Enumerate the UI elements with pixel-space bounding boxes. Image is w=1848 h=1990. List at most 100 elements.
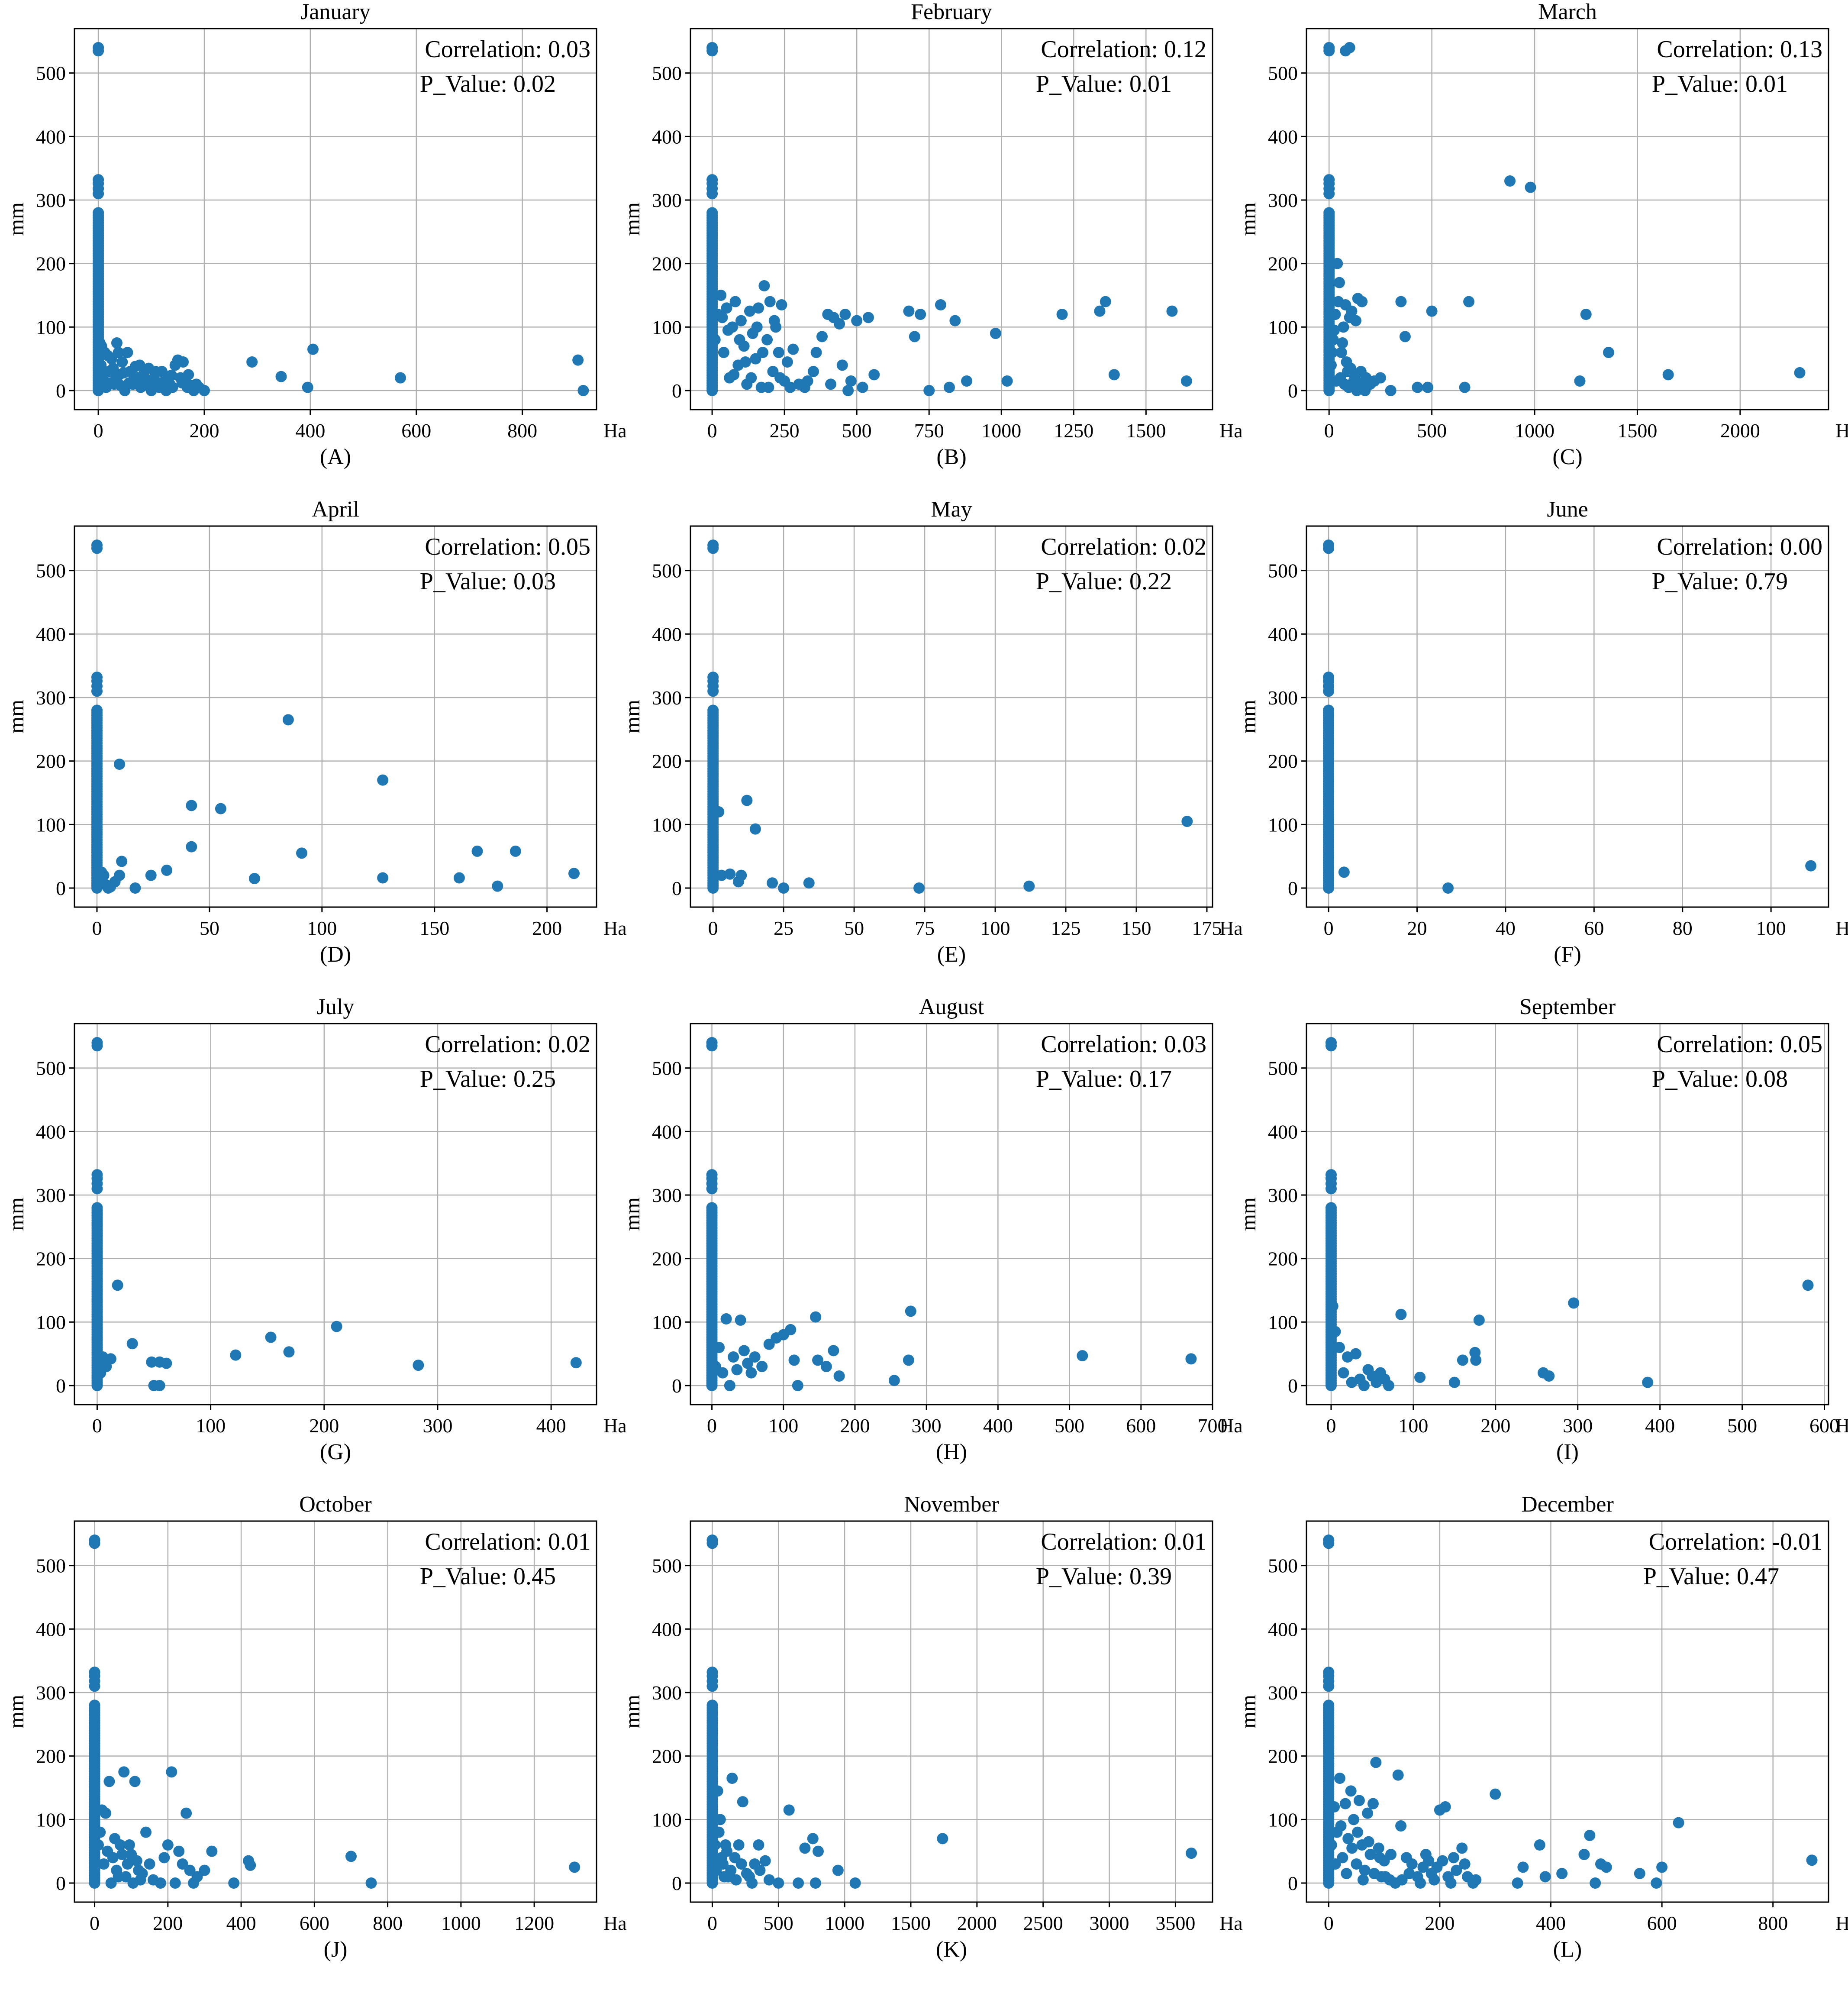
data-point (776, 299, 787, 310)
chart-title: August (919, 995, 984, 1019)
y-tick-label: 500 (1268, 1555, 1298, 1577)
data-points (91, 539, 580, 894)
correlation-value: Correlation: 0.03 (1041, 1031, 1206, 1058)
data-point (1100, 296, 1111, 307)
data-point (118, 367, 129, 378)
y-tick-label: 300 (652, 687, 682, 709)
data-points (93, 42, 589, 396)
data-point (1517, 1861, 1529, 1873)
data-point (177, 1858, 188, 1870)
data-point (331, 1321, 342, 1332)
data-point (787, 343, 799, 355)
data-point (569, 1861, 581, 1873)
y-tick-label: 400 (1268, 623, 1298, 645)
x-tick-label: 500 (842, 420, 872, 442)
x-axis: 0 250 500 750 1000 1250 1500 Ha (707, 410, 1243, 442)
data-points (706, 1534, 1197, 1889)
p-value: P_Value: 0.22 (1036, 568, 1172, 595)
y-tick-label: 200 (652, 1248, 682, 1270)
stats-annotation: Correlation: 0.02 P_Value: 0.22 (1036, 533, 1206, 595)
data-point (709, 334, 721, 346)
x-tick-label: 80 (1673, 917, 1693, 939)
data-point (1344, 42, 1355, 53)
scatter-chart: September 0 100 200 300 400 500 600Ha 0 100 200 300… (1236, 995, 1848, 1464)
data-point (913, 882, 925, 894)
x-axis-label: Ha (603, 420, 627, 442)
data-point (102, 350, 114, 362)
x-axis-label: Ha (1219, 420, 1243, 442)
data-point (834, 318, 845, 330)
x-axis-label: Ha (1835, 917, 1848, 939)
p-value: P_Value: 0.01 (1652, 71, 1788, 97)
y-tick-label: 500 (652, 560, 682, 582)
y-tick-label: 0 (1288, 1375, 1298, 1397)
y-tick-label: 400 (1268, 1121, 1298, 1143)
data-point (183, 369, 194, 381)
data-point (1794, 367, 1806, 378)
data-point (862, 312, 874, 323)
y-tick-label: 400 (36, 1121, 66, 1143)
data-point (1166, 305, 1178, 317)
data-point (1323, 539, 1335, 551)
data-point (707, 704, 719, 716)
x-tick-label: 500 (1055, 1415, 1084, 1437)
chart-title: May (931, 497, 972, 522)
stats-annotation: Correlation: 0.05 P_Value: 0.03 (420, 533, 590, 595)
data-point (112, 1279, 123, 1291)
data-point (714, 1814, 726, 1825)
data-point (1459, 1858, 1471, 1870)
x-tick-label: 250 (770, 420, 800, 442)
data-point (93, 174, 104, 186)
data-point (725, 1864, 737, 1876)
correlation-value: Correlation: 0.01 (425, 1528, 590, 1555)
data-point (1363, 1836, 1374, 1848)
y-axis: 0 100 200 300 400 500 mm (4, 62, 74, 402)
data-point (1574, 375, 1586, 387)
y-tick-label: 400 (36, 623, 66, 645)
data-point (888, 1375, 900, 1386)
x-tick-label: 0 (1324, 1912, 1334, 1934)
data-point (1108, 369, 1120, 381)
y-tick-label: 100 (652, 1809, 682, 1831)
data-point (150, 366, 161, 377)
data-point (764, 296, 776, 307)
data-point (1431, 1861, 1443, 1873)
x-tick-label: 1000 (825, 1912, 864, 1934)
x-tick-label: 800 (1758, 1912, 1788, 1934)
data-point (1323, 1534, 1335, 1546)
data-point (113, 869, 125, 881)
data-point (107, 362, 119, 374)
chart-title: April (312, 497, 359, 522)
axes-frame (1306, 525, 1829, 908)
y-tick-label: 100 (652, 1311, 682, 1333)
data-point (93, 1839, 104, 1851)
data-point (105, 1877, 117, 1889)
data-point (1451, 1864, 1462, 1876)
stats-annotation: Correlation: -0.01 P_Value: 0.47 (1643, 1528, 1822, 1590)
data-point (160, 385, 172, 396)
data-point (1463, 296, 1475, 307)
data-point (140, 1826, 152, 1838)
data-point (1325, 1169, 1337, 1181)
x-tick-label: 500 (1417, 420, 1447, 442)
scatter-panel-october: October 0 200 400 600 800 1000 1200 Ha 0 100 200 300… (0, 1492, 627, 1990)
x-tick-label: 500 (764, 1912, 793, 1934)
data-point (302, 381, 313, 393)
x-tick-label: 800 (507, 420, 537, 442)
x-tick-label: 300 (422, 1415, 452, 1437)
data-point (1395, 1308, 1407, 1320)
data-point (961, 375, 973, 387)
x-axis-label: Ha (1219, 917, 1243, 939)
x-tick-label: 1500 (1126, 420, 1166, 442)
data-point (810, 1311, 822, 1323)
data-point (745, 1367, 757, 1379)
panel-label: (G) (320, 1440, 351, 1464)
x-tick-label: 50 (200, 917, 219, 939)
data-point (768, 315, 780, 326)
data-point (1338, 1367, 1349, 1379)
x-axis-label: Ha (603, 1912, 627, 1934)
data-point (1094, 305, 1106, 317)
x-tick-label: 175 (1192, 917, 1222, 939)
correlation-value: Correlation: 0.13 (1657, 36, 1822, 63)
